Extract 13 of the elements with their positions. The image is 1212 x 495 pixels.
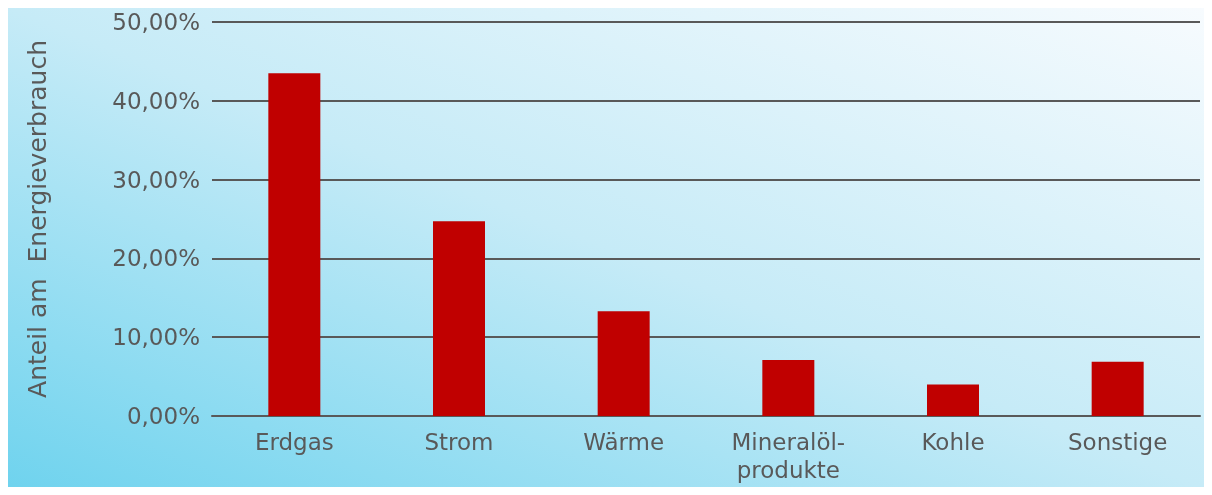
- y-tick-label: 40,00%: [112, 87, 200, 114]
- y-tick-label: 30,00%: [112, 166, 200, 193]
- x-tick-label: Sonstige: [1067, 429, 1168, 455]
- x-tick-label: Mineralöl- produkte: [731, 429, 846, 483]
- y-tick-label: 0,00%: [126, 403, 200, 429]
- x-tick-label: Strom: [424, 429, 494, 455]
- x-tick-label: Wärme: [583, 429, 665, 455]
- y-axis-title: Anteil am Energieverbrauch: [23, 40, 52, 398]
- y-tick-label: 10,00%: [112, 324, 200, 351]
- x-tick-label: Kohle: [921, 429, 985, 455]
- x-tick-label: Erdgas: [254, 429, 334, 455]
- y-tick-label: 50,00%: [112, 9, 200, 35]
- y-tick-label: 20,00%: [112, 245, 200, 272]
